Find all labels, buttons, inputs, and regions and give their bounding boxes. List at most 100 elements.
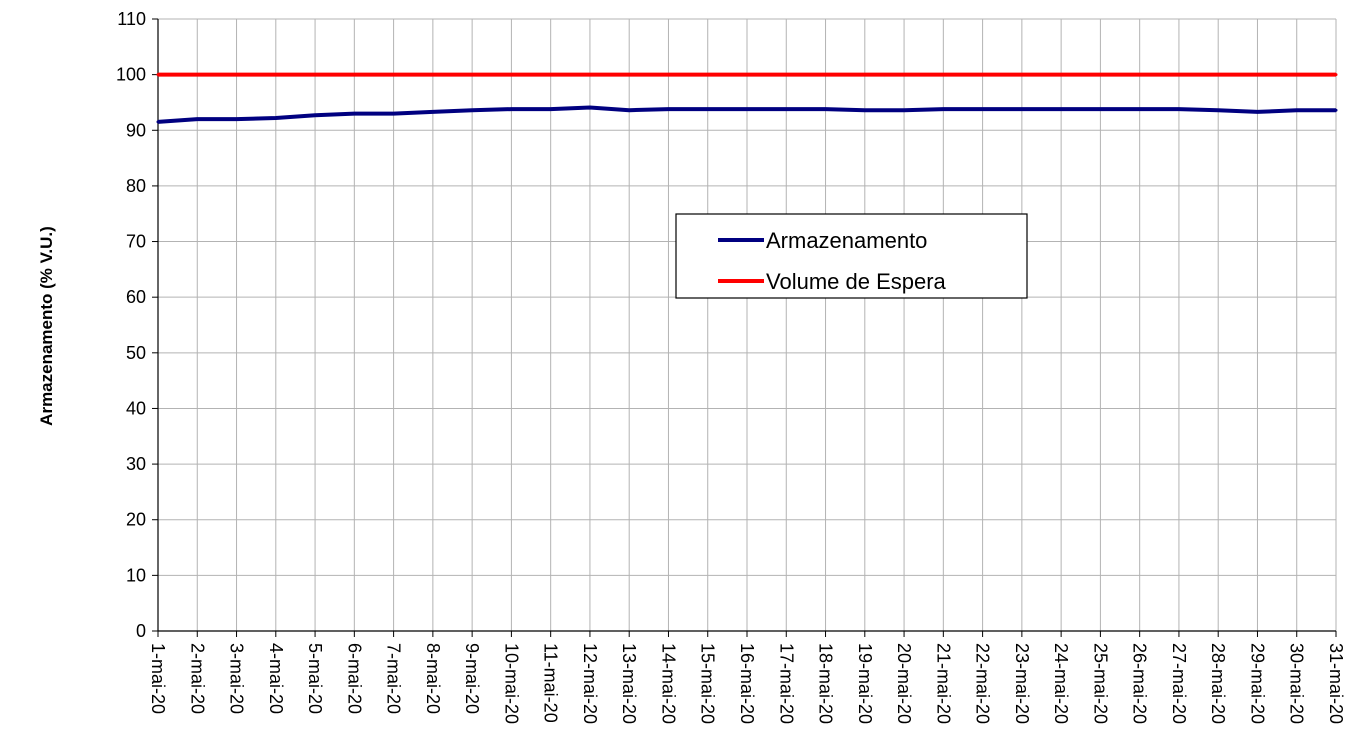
data-point-armazenamento xyxy=(627,108,631,112)
data-point-armazenamento xyxy=(431,110,435,114)
data-point-volume-de-espera xyxy=(627,73,631,77)
data-point-armazenamento xyxy=(509,107,513,111)
data-point-armazenamento xyxy=(313,113,317,117)
x-tick-label: 20-mai-20 xyxy=(894,643,914,724)
data-point-armazenamento xyxy=(1138,107,1142,111)
data-point-volume-de-espera xyxy=(1177,73,1181,77)
axes: 0 10 20 30 40 50 60 70 80 90 100 110 1-mai-20 2-mai-2… xyxy=(116,9,1346,724)
data-point-volume-de-espera xyxy=(274,73,278,77)
legend-box xyxy=(675,213,1028,299)
data-point-armazenamento xyxy=(235,117,239,121)
data-point-armazenamento xyxy=(392,112,396,116)
data-point-volume-de-espera xyxy=(1059,73,1063,77)
data-point-armazenamento xyxy=(549,107,553,111)
x-tick-label: 10-mai-20 xyxy=(501,643,521,724)
data-point-armazenamento xyxy=(470,108,474,112)
y-tick-label: 0 xyxy=(136,621,146,641)
data-point-volume-de-espera xyxy=(902,73,906,77)
x-tick-label: 9-mai-20 xyxy=(462,643,482,714)
data-point-volume-de-espera xyxy=(981,73,985,77)
data-point-armazenamento xyxy=(981,107,985,111)
data-point-armazenamento xyxy=(666,107,670,111)
y-tick-label: 80 xyxy=(126,176,146,196)
data-point-volume-de-espera xyxy=(1020,73,1024,77)
series xyxy=(156,72,1338,124)
data-point-volume-de-espera xyxy=(1295,73,1299,77)
data-point-volume-de-espera xyxy=(235,73,239,77)
data-point-armazenamento xyxy=(1020,107,1024,111)
y-tick-label: 70 xyxy=(126,232,146,252)
x-tick-label: 13-mai-20 xyxy=(619,643,639,724)
x-tick-label: 16-mai-20 xyxy=(737,643,757,724)
x-tick-label: 12-mai-20 xyxy=(580,643,600,724)
data-point-volume-de-espera xyxy=(588,73,592,77)
x-tick-label: 6-mai-20 xyxy=(344,643,364,714)
data-point-armazenamento xyxy=(1255,110,1259,114)
data-point-volume-de-espera xyxy=(1334,73,1338,77)
x-tick-label: 18-mai-20 xyxy=(816,643,836,724)
y-axis-label: Armazenamento (% V.U.) xyxy=(37,226,56,426)
data-point-volume-de-espera xyxy=(352,73,356,77)
y-tick-label: 50 xyxy=(126,343,146,363)
data-point-volume-de-espera xyxy=(1098,73,1102,77)
data-point-volume-de-espera xyxy=(666,73,670,77)
x-tick-label: 17-mai-20 xyxy=(776,643,796,724)
data-point-volume-de-espera xyxy=(1216,73,1220,77)
y-tick-label: 40 xyxy=(126,398,146,418)
data-point-armazenamento xyxy=(784,107,788,111)
x-tick-label: 11-mai-20 xyxy=(541,643,561,723)
x-tick-label: 24-mai-20 xyxy=(1051,643,1071,724)
x-tick-label: 23-mai-20 xyxy=(1012,643,1032,724)
data-point-armazenamento xyxy=(1216,108,1220,112)
data-point-armazenamento xyxy=(745,107,749,111)
data-point-volume-de-espera xyxy=(824,73,828,77)
data-point-armazenamento xyxy=(1059,107,1063,111)
x-tick-label: 3-mai-20 xyxy=(227,643,247,714)
x-tick-label: 21-mai-20 xyxy=(933,643,953,724)
data-point-volume-de-espera xyxy=(431,73,435,77)
x-tick-label: 28-mai-20 xyxy=(1208,643,1228,724)
x-tick-label: 31-mai-20 xyxy=(1326,643,1346,724)
x-tick-label: 19-mai-20 xyxy=(855,643,875,724)
data-point-volume-de-espera xyxy=(784,73,788,77)
data-point-volume-de-espera xyxy=(470,73,474,77)
y-tick-label: 60 xyxy=(126,287,146,307)
x-tick-label: 25-mai-20 xyxy=(1090,643,1110,724)
y-tick-label: 10 xyxy=(126,565,146,585)
x-tick-label: 4-mai-20 xyxy=(266,643,286,714)
legend-label-armazenamento: Armazenamento xyxy=(766,228,927,253)
data-point-armazenamento xyxy=(352,112,356,116)
data-point-armazenamento xyxy=(863,108,867,112)
y-tick-label: 20 xyxy=(126,510,146,530)
x-tick-label: 14-mai-20 xyxy=(658,643,678,724)
data-point-armazenamento xyxy=(1177,107,1181,111)
x-tick-label: 7-mai-20 xyxy=(384,643,404,714)
data-point-armazenamento xyxy=(274,116,278,120)
data-point-volume-de-espera xyxy=(195,73,199,77)
data-point-volume-de-espera xyxy=(941,73,945,77)
data-point-armazenamento xyxy=(1098,107,1102,111)
x-tick-label: 27-mai-20 xyxy=(1169,643,1189,724)
data-point-volume-de-espera xyxy=(392,73,396,77)
y-tick-label: 90 xyxy=(126,120,146,140)
data-point-armazenamento xyxy=(824,107,828,111)
y-tick-label: 30 xyxy=(126,454,146,474)
x-tick-label: 1-mai-20 xyxy=(148,643,168,714)
data-point-armazenamento xyxy=(706,107,710,111)
data-point-volume-de-espera xyxy=(1255,73,1259,77)
data-point-armazenamento xyxy=(195,117,199,121)
data-point-armazenamento xyxy=(1334,108,1338,112)
data-point-volume-de-espera xyxy=(863,73,867,77)
data-point-armazenamento xyxy=(156,120,160,124)
data-point-armazenamento xyxy=(941,107,945,111)
x-tick-label: 5-mai-20 xyxy=(305,643,325,714)
data-point-armazenamento xyxy=(588,105,592,109)
x-tick-label: 29-mai-20 xyxy=(1247,643,1267,724)
legend-label-volume-de-espera: Volume de Espera xyxy=(766,269,947,294)
y-tick-label: 110 xyxy=(117,9,146,29)
data-point-volume-de-espera xyxy=(313,73,317,77)
data-point-volume-de-espera xyxy=(549,73,553,77)
data-point-volume-de-espera xyxy=(156,73,160,77)
data-point-volume-de-espera xyxy=(1138,73,1142,77)
